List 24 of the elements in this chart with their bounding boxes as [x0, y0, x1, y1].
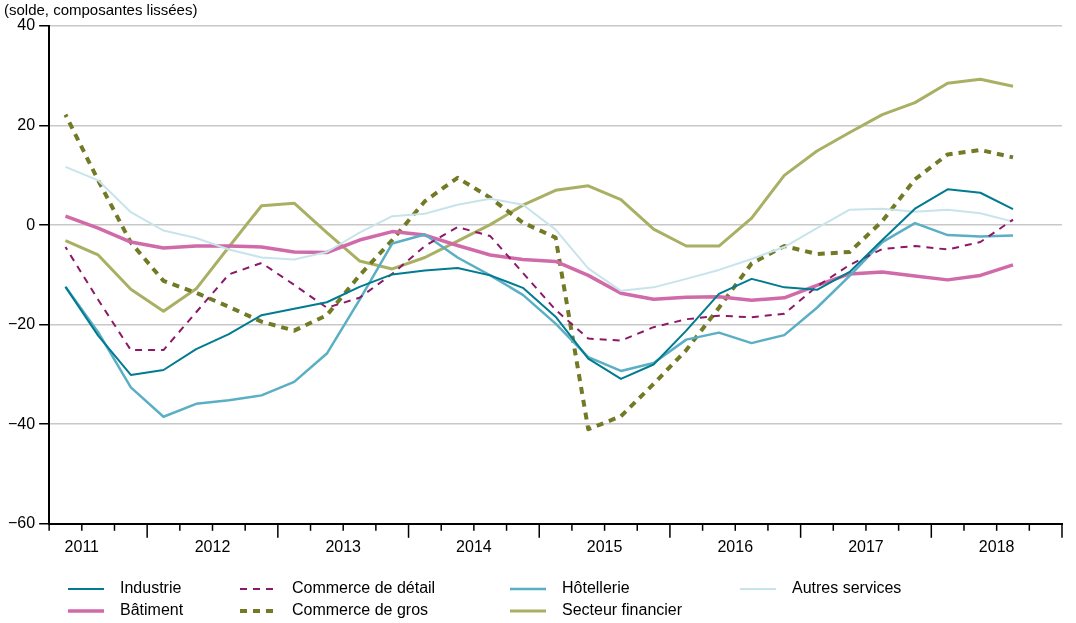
legend-label: Commerce de détail [292, 579, 436, 597]
x-tick-label: 2015 [586, 537, 623, 555]
x-tick-label: 2011 [64, 537, 100, 555]
legend-label: Hôtellerie [562, 579, 630, 597]
legend-label: Autres services [792, 579, 902, 597]
x-tick-label: 2012 [194, 537, 231, 555]
line-series [64, 218, 1014, 352]
line-series [63, 112, 1015, 432]
y-tick-label: 20 [17, 115, 36, 133]
legend-label: Secteur financier [562, 601, 683, 619]
y-tick-label: −40 [8, 414, 36, 432]
y-tick-label: −60 [8, 514, 36, 532]
y-tick-label: −20 [8, 315, 36, 333]
x-tick-label: 2017 [848, 537, 884, 555]
legend-label: Bâtiment [120, 601, 184, 619]
x-tick-label: 2013 [325, 537, 362, 555]
y-tick-label: 0 [26, 215, 36, 233]
legend-label: Industrie [120, 579, 182, 597]
x-tick-label: 2014 [456, 537, 492, 555]
x-tick-label: 2018 [978, 537, 1015, 555]
y-tick-label: 40 [17, 16, 36, 34]
chart-subtitle: (solde, composantes lissées) [4, 1, 198, 19]
x-tick-label: 2016 [717, 537, 754, 555]
legend-label: Commerce de gros [292, 601, 429, 619]
